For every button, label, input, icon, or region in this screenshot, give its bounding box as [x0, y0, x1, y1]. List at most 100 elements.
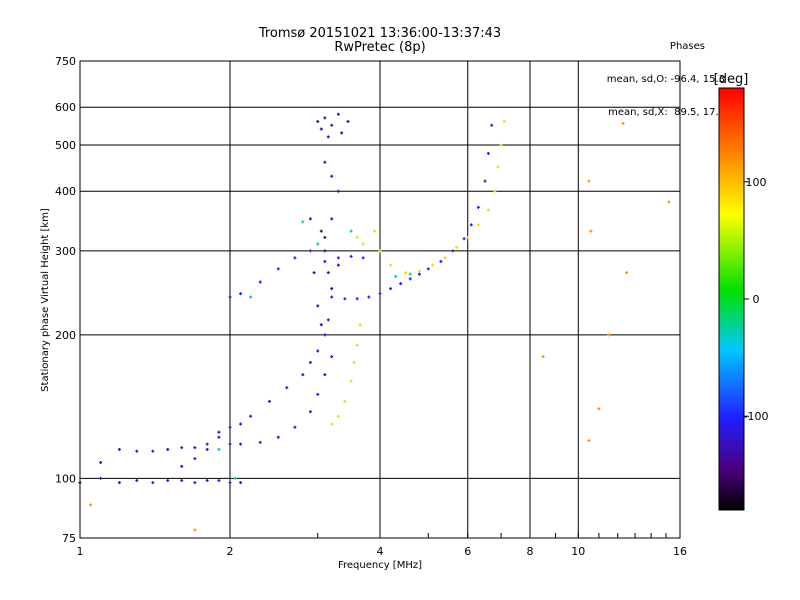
phase-stats-heading: Phases: [669, 41, 705, 52]
colorbar-tick-label: 0: [753, 293, 760, 306]
data-point: [373, 229, 377, 233]
data-point: [323, 160, 327, 164]
data-point: [228, 425, 232, 429]
data-point: [336, 263, 340, 267]
data-point: [293, 425, 297, 429]
data-point: [346, 120, 350, 124]
data-point: [352, 360, 356, 364]
x-tick-label: 4: [377, 545, 384, 558]
data-point: [343, 297, 347, 301]
data-point: [443, 256, 447, 260]
data-point: [316, 242, 320, 246]
data-point: [426, 267, 430, 271]
data-point: [258, 440, 262, 444]
data-point: [228, 295, 232, 299]
data-point: [228, 442, 232, 446]
data-point: [389, 263, 393, 267]
data-point: [486, 208, 490, 212]
data-point: [316, 304, 320, 308]
data-point: [330, 174, 334, 178]
x-tick-label: 6: [464, 545, 471, 558]
data-point: [336, 414, 340, 418]
phase-stats: Phases mean, sd,O: -96.4, 15.3 mean, sd,…: [560, 19, 725, 140]
data-point: [502, 120, 506, 124]
data-point: [323, 373, 327, 377]
y-tick-label: 75: [62, 532, 76, 545]
data-point: [355, 297, 359, 301]
data-point: [330, 217, 334, 221]
data-point: [135, 478, 139, 482]
data-point: [99, 476, 103, 480]
data-point: [308, 249, 312, 253]
data-point: [499, 143, 503, 147]
data-point: [394, 275, 398, 279]
data-point: [469, 223, 473, 227]
data-point: [451, 249, 455, 253]
data-point: [349, 254, 353, 258]
data-point: [361, 256, 365, 260]
data-point: [249, 414, 253, 418]
data-point: [193, 446, 197, 450]
data-point: [308, 410, 312, 414]
data-point: [336, 189, 340, 193]
data-point: [541, 355, 545, 359]
data-point: [319, 127, 323, 131]
data-point: [135, 449, 139, 453]
data-point: [166, 478, 170, 482]
y-axis-label: Stationary phase Virtual Height [km]: [40, 208, 51, 392]
data-point: [330, 355, 334, 359]
data-point: [399, 282, 403, 286]
data-point: [193, 457, 197, 461]
data-point: [358, 323, 362, 327]
data-point: [258, 280, 262, 284]
data-point: [378, 249, 382, 253]
colorbar-tick-label: -100: [744, 410, 769, 423]
y-tick-label: 400: [55, 185, 76, 198]
data-point: [587, 179, 591, 183]
data-point: [343, 399, 347, 403]
colorbar-ticks: -100 0 100: [744, 176, 769, 423]
data-point: [326, 135, 330, 139]
data-point: [323, 259, 327, 263]
data-point: [361, 242, 365, 246]
chart-subtitle: RwPretec (8p): [334, 40, 426, 55]
data-point: [483, 179, 487, 183]
data-point: [439, 259, 443, 263]
data-point: [233, 476, 237, 480]
data-point: [466, 235, 470, 239]
x-tick-label: 16: [673, 545, 687, 558]
data-point: [151, 449, 155, 453]
data-point: [330, 123, 334, 127]
data-point: [431, 263, 435, 267]
data-point: [239, 422, 243, 426]
data-point: [205, 442, 209, 446]
data-point: [166, 447, 170, 451]
data-point: [621, 121, 625, 125]
data-point: [316, 349, 320, 353]
y-tick-label: 600: [55, 101, 76, 114]
colorbar-label: [deg]: [714, 72, 749, 87]
data-point: [667, 200, 671, 204]
x-tick-label: 2: [227, 545, 234, 558]
data-point: [323, 249, 327, 253]
data-point: [205, 447, 209, 451]
data-point: [417, 269, 421, 273]
data-point: [355, 235, 359, 239]
data-point: [340, 131, 344, 135]
data-point: [349, 379, 353, 383]
data-point: [597, 407, 601, 411]
phase-stats-x: mean, sd,X: 89.5, 17.1: [608, 107, 725, 118]
data-point: [486, 151, 490, 155]
data-point: [367, 295, 371, 299]
x-tick-label: 1: [77, 545, 84, 558]
data-point: [217, 435, 221, 439]
data-point: [607, 333, 611, 337]
data-point: [180, 446, 184, 450]
data-point: [462, 237, 466, 241]
data-point: [355, 343, 359, 347]
data-point: [239, 292, 243, 296]
data-point: [476, 223, 480, 227]
data-point: [403, 271, 407, 275]
data-point: [336, 256, 340, 260]
data-point: [249, 295, 253, 299]
